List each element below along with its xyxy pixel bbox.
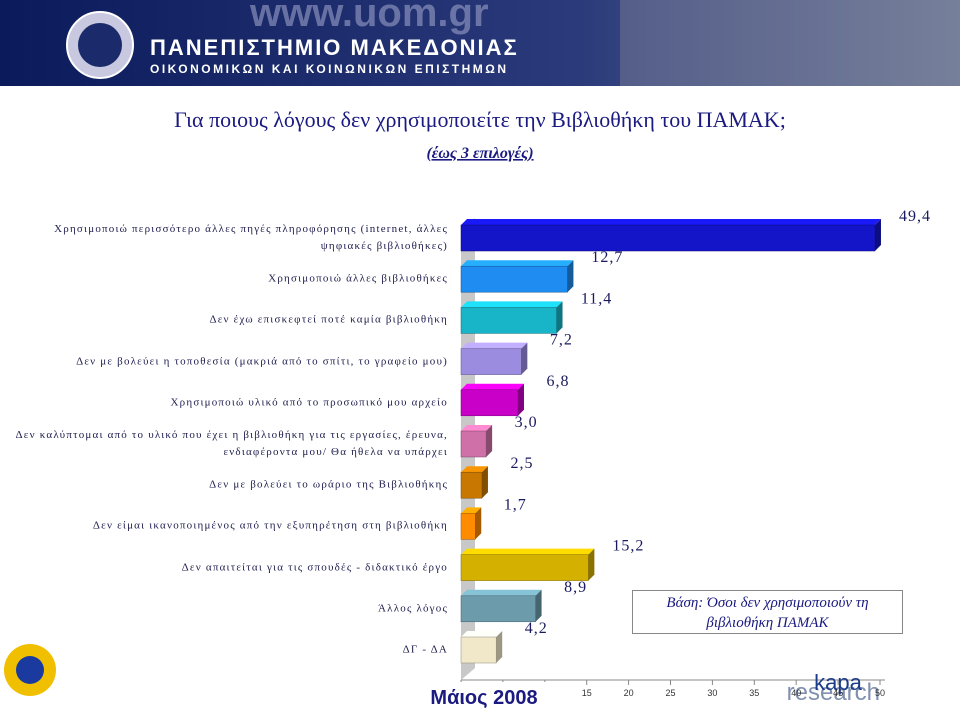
x-tick-label: 35 bbox=[749, 688, 759, 698]
bar-side bbox=[521, 342, 528, 375]
building-image bbox=[620, 0, 960, 86]
category-label: ΔΓ - ΔΑ bbox=[402, 643, 448, 656]
category-label: Δεν καλύπτομαι από το υλικό που έχει η β… bbox=[15, 429, 448, 458]
bar bbox=[460, 636, 497, 664]
bar-top bbox=[461, 507, 482, 514]
bar-side bbox=[874, 219, 881, 251]
bar-top bbox=[461, 466, 488, 473]
value-label: 3,0 bbox=[515, 414, 538, 431]
header-url: www.uom.gr bbox=[249, 0, 489, 35]
x-tick-label: 45 bbox=[833, 688, 843, 698]
category-label: Δεν με βολεύει το ωράριο της Βιβλιοθήκης bbox=[209, 478, 448, 491]
bar bbox=[460, 554, 589, 581]
category-label: Δεν απαιτείται για τις σπουδές - διδακτι… bbox=[181, 561, 448, 574]
value-label: 1,7 bbox=[504, 496, 527, 513]
bar bbox=[460, 595, 536, 623]
value-label: 49,4 bbox=[899, 208, 931, 225]
header-school: ΟΙΚΟΝΟΜΙΚΩΝ ΚΑΙ ΚΟΙΝΩΝΙΚΩΝ ΕΠΙΣΤΗΜΩΝ bbox=[150, 62, 509, 76]
sun-logo bbox=[16, 656, 44, 684]
bar-side bbox=[481, 466, 488, 499]
date-box bbox=[418, 682, 550, 712]
value-label: 6,8 bbox=[546, 373, 569, 390]
bar-side bbox=[567, 260, 574, 293]
bar-side bbox=[588, 548, 595, 581]
value-label: 7,2 bbox=[550, 332, 573, 349]
category-label: Άλλος λόγος bbox=[378, 602, 448, 615]
bar bbox=[460, 307, 557, 334]
bar bbox=[460, 224, 876, 252]
category-label: Χρησιμοποιώ περισσότερο άλλες πηγές πληρ… bbox=[54, 223, 448, 252]
university-logo bbox=[78, 23, 122, 67]
x-tick-label: 40 bbox=[791, 688, 801, 698]
bar-top bbox=[461, 425, 493, 431]
bar-top bbox=[461, 548, 595, 555]
x-tick-label: 50 bbox=[875, 688, 885, 698]
x-tick-label: 30 bbox=[707, 688, 717, 698]
value-label: 2,5 bbox=[510, 455, 533, 472]
bar-top bbox=[461, 589, 542, 596]
value-label: 11,4 bbox=[581, 290, 612, 307]
date-label: Μάιος 2008 bbox=[430, 687, 537, 709]
category-label: Χρησιμοποιώ υλικό από το προσωπικό μου α… bbox=[170, 396, 448, 409]
chart-subtitle: (έως 3 επιλογές) bbox=[426, 145, 533, 162]
header-university: ΠΑΝΕΠΙΣΤΗΜΙΟ ΜΑΚΕΔΟΝΙΑΣ bbox=[150, 35, 519, 60]
bar-side bbox=[496, 631, 503, 663]
bar bbox=[460, 265, 568, 293]
bar-top bbox=[461, 260, 574, 267]
bar-side bbox=[475, 507, 482, 540]
bar-side bbox=[517, 383, 524, 416]
value-label: 4,2 bbox=[525, 620, 548, 637]
bar-side bbox=[486, 425, 493, 457]
bar bbox=[460, 389, 519, 417]
header-banner bbox=[0, 0, 960, 86]
bar bbox=[460, 348, 522, 375]
x-tick-label: 25 bbox=[665, 688, 675, 698]
bar bbox=[460, 513, 476, 540]
category-label: Δεν έχω επισκεφτεί ποτέ καμία βιβλιοθήκη bbox=[209, 313, 448, 326]
category-label: Δεν με βολεύει η τοποθεσία (μακριά από τ… bbox=[76, 355, 448, 368]
bar bbox=[460, 471, 483, 499]
value-label: 15,2 bbox=[612, 538, 644, 555]
bar-side bbox=[535, 589, 542, 622]
bar-top bbox=[461, 301, 563, 308]
x-tick-label: 15 bbox=[582, 688, 592, 698]
bar-top bbox=[461, 383, 524, 390]
base-note: Βάση: Όσοι δεν χρησιμοποιούν τη βιβλιοθή… bbox=[632, 590, 903, 634]
bar-top bbox=[461, 631, 503, 637]
category-label: Δεν είμαι ικανοποιημένος από την εξυπηρέ… bbox=[92, 519, 448, 532]
category-label: Χρησιμοποιώ άλλες βιβλιοθήκες bbox=[268, 272, 448, 285]
x-tick-label: 20 bbox=[624, 688, 634, 698]
value-label: 8,9 bbox=[564, 579, 587, 596]
bar bbox=[460, 430, 487, 458]
footer-brand2: research bbox=[787, 679, 880, 706]
bar-top bbox=[461, 219, 881, 225]
bar-top bbox=[461, 342, 528, 349]
chart-title: Για ποιους λόγους δεν χρησιμοποιείτε την… bbox=[174, 107, 786, 132]
bar-side bbox=[556, 301, 563, 334]
value-label: 12,7 bbox=[591, 249, 623, 266]
